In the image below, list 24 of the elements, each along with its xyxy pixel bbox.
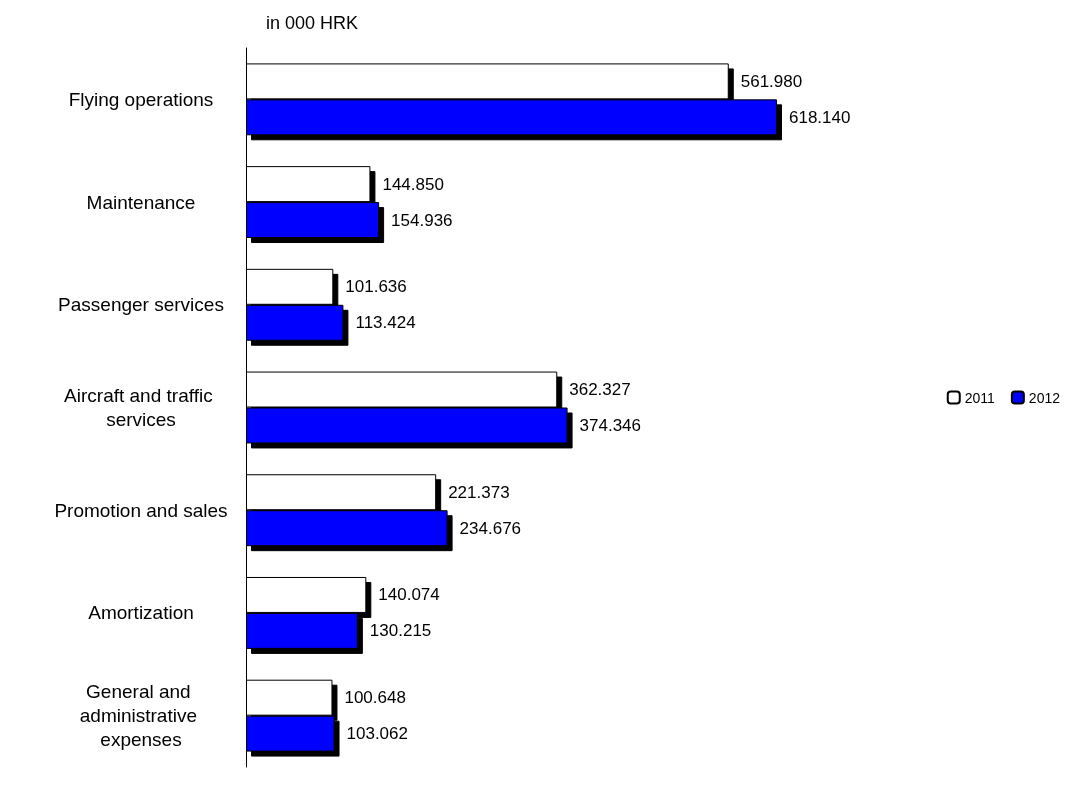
data-label: 130.215 <box>369 621 432 641</box>
data-label: 362.327 <box>569 380 631 400</box>
data-label: 140.074 <box>378 585 440 605</box>
data-label: 144.850 <box>382 174 444 194</box>
y-tick-label: Amortization <box>88 602 194 624</box>
y-tick-label: Passenger services <box>58 294 224 316</box>
data-label: 561.980 <box>740 71 803 91</box>
data-label: 154.936 <box>391 210 453 230</box>
text: in 000 HRK <box>266 13 359 33</box>
data-label: 113.424 <box>355 313 416 333</box>
data-label: 374.346 <box>579 415 642 435</box>
data-label: 103.062 <box>346 724 408 744</box>
y-tick-label: Maintenance <box>86 191 196 213</box>
y-tick-label: Promotion and sales <box>54 499 228 521</box>
legend-label: 2012 <box>1028 389 1061 406</box>
data-label: 234.676 <box>459 518 522 538</box>
data-label: 101.636 <box>345 277 407 297</box>
y-tick-label: Aircraft and traffic services <box>64 385 218 430</box>
y-tick-label: General and administrative expenses <box>79 681 203 751</box>
data-label: 618.140 <box>789 107 851 127</box>
data-label: 100.648 <box>344 688 406 708</box>
data-label: 221.373 <box>448 482 510 502</box>
legend-label: 2011 <box>964 389 996 406</box>
y-tick-label: Flying operations <box>68 88 214 110</box>
